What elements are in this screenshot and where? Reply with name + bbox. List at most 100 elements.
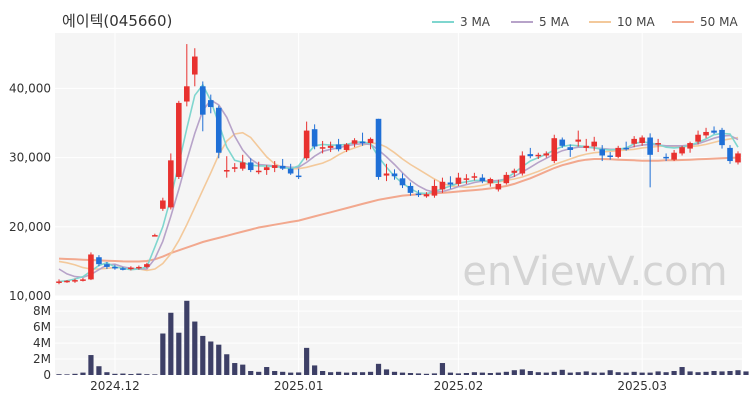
- legend-label: 5 MA: [539, 15, 570, 29]
- date-tick-label: 2025.03: [617, 379, 667, 393]
- candle-body: [327, 145, 334, 148]
- candle-body: [559, 139, 566, 146]
- volume-tick-label: 0: [43, 368, 51, 382]
- candle: [160, 197, 166, 211]
- candle: [527, 147, 534, 159]
- candle: [583, 138, 590, 152]
- price-tick-label: 10,000: [9, 289, 51, 303]
- candle-body: [407, 185, 414, 193]
- candle: [263, 165, 270, 175]
- volume-bar: [615, 372, 621, 375]
- volume-bar: [240, 364, 246, 375]
- candle: [168, 153, 174, 210]
- volume-bar: [439, 363, 446, 375]
- candle-body: [255, 170, 262, 173]
- candle-body: [271, 165, 278, 168]
- candle-body: [543, 153, 550, 156]
- candle-body: [487, 179, 494, 184]
- chart-legend: 3 MA 5 MA 10 MA 50 MA: [432, 15, 738, 29]
- volume-bar: [375, 363, 382, 375]
- volume-bar: [623, 372, 629, 375]
- candle-body: [399, 178, 406, 186]
- candle: [152, 233, 158, 237]
- volume-bar: [703, 371, 709, 375]
- candle-body: [607, 155, 613, 158]
- candle: [727, 145, 733, 164]
- candle: [359, 132, 366, 146]
- volume-bar: [631, 371, 637, 375]
- candle-body: [136, 266, 142, 269]
- candle: [351, 138, 358, 148]
- candle-body: [639, 137, 645, 144]
- candle-body: [319, 147, 326, 149]
- candle: [367, 137, 374, 150]
- volume-bar: [527, 371, 533, 375]
- candle-body: [207, 100, 214, 108]
- candle: [591, 136, 598, 151]
- candle-body: [423, 194, 430, 197]
- candle: [96, 255, 102, 267]
- candle: [711, 126, 717, 135]
- candle: [311, 124, 318, 150]
- candle-body: [72, 280, 78, 282]
- candle: [703, 127, 709, 139]
- candle: [207, 94, 214, 114]
- volume-bar: [288, 372, 294, 375]
- volume-bar: [176, 332, 182, 375]
- volume-bar: [567, 372, 573, 375]
- volume-bar: [335, 371, 342, 375]
- candle-body: [735, 153, 741, 163]
- volume-bar: [104, 372, 110, 375]
- candle-body: [623, 147, 629, 150]
- candle: [487, 177, 494, 187]
- chart-title: 에이텍(045660): [62, 12, 172, 30]
- candle: [647, 133, 653, 188]
- y-axis-labels: 10,000 20,000 30,000 40,000 0 2M 4M 6M 8M: [9, 81, 51, 382]
- candle: [199, 81, 206, 132]
- candle-body: [615, 147, 621, 157]
- volume-bar: [431, 373, 438, 375]
- candle: [719, 127, 725, 149]
- date-tick-label: 2025.01: [274, 379, 324, 393]
- volume-bar: [695, 372, 701, 375]
- volume-bar: [687, 371, 693, 375]
- candle: [231, 163, 238, 173]
- candle-body: [192, 56, 198, 75]
- volume-tick-label: 8M: [33, 304, 51, 318]
- volume-bar: [663, 372, 669, 375]
- volume-bar: [423, 373, 430, 375]
- candle-body: [176, 102, 182, 177]
- candle-body: [168, 160, 174, 208]
- candle-body: [239, 162, 246, 169]
- candle: [136, 265, 142, 270]
- legend-label: 10 MA: [617, 15, 655, 29]
- volume-bar: [503, 371, 509, 375]
- candle-body: [727, 147, 733, 162]
- candle-body: [184, 86, 190, 102]
- candle: [575, 130, 582, 147]
- candle-body: [719, 129, 725, 146]
- candle-body: [247, 162, 254, 171]
- candle: [543, 151, 550, 158]
- volume-bar: [519, 369, 525, 375]
- volume-bar: [72, 373, 78, 375]
- candle: [383, 163, 390, 182]
- candle: [671, 149, 677, 162]
- candle: [623, 141, 629, 151]
- candle-body: [631, 138, 637, 144]
- candle: [184, 44, 190, 107]
- candle-body: [471, 176, 478, 178]
- candle: [607, 152, 613, 160]
- volume-bar: [711, 371, 717, 375]
- candle: [327, 141, 334, 153]
- volume-bar: [727, 371, 733, 375]
- candle: [391, 169, 398, 180]
- volume-bar: [128, 374, 134, 375]
- candle: [479, 174, 486, 184]
- candle-body: [447, 182, 454, 185]
- candle: [695, 130, 701, 145]
- candle-body: [647, 137, 653, 155]
- candle-body: [439, 181, 446, 190]
- volume-bar: [136, 373, 142, 375]
- candle-body: [287, 168, 294, 174]
